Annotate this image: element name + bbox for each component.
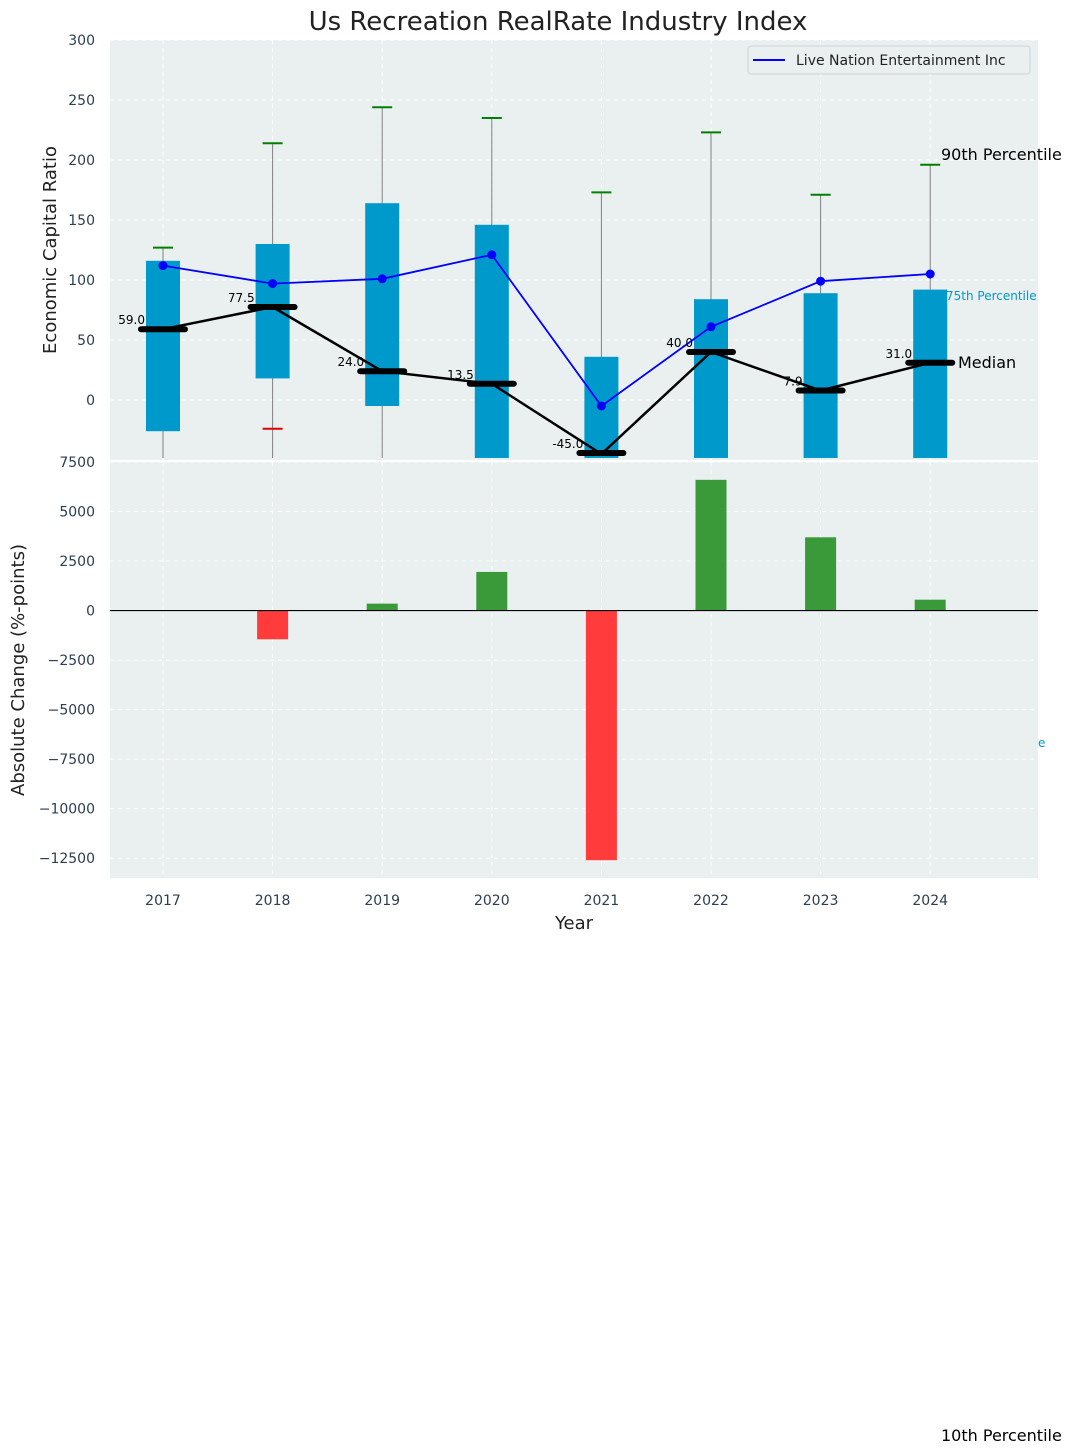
iqr-box (803, 293, 838, 458)
top-plot-area (110, 40, 1038, 460)
change-bar (805, 537, 837, 611)
series-point (268, 279, 278, 289)
bottom-bars (257, 479, 946, 861)
series-point (596, 401, 606, 411)
median-value-label: 40.0 (666, 336, 693, 350)
change-bar (476, 571, 508, 611)
bottom-y-tick: −5000 (48, 703, 95, 719)
change-bar (257, 610, 289, 640)
iqr-box (365, 203, 400, 406)
x-tick-label: 2020 (474, 893, 510, 909)
annotation-median: Median (958, 353, 1016, 372)
overflow-label: e (1038, 736, 1045, 750)
x-tick-label: 2022 (693, 893, 729, 909)
x-axis-label: Year (554, 913, 594, 934)
iqr-box (146, 260, 180, 432)
legend: Live Nation Entertainment Inc (747, 45, 1031, 75)
median-value-label: 77.5 (228, 291, 255, 305)
series-point (706, 322, 716, 332)
x-tick-label: 2021 (584, 893, 620, 909)
legend-box (747, 45, 1031, 75)
bottom-y-axis-label: Absolute Change (%-points) (8, 544, 29, 796)
top-y-tick: 200 (68, 153, 95, 169)
median-line (162, 305, 931, 456)
change-bar (585, 610, 617, 861)
median-value-label: 7.9 (784, 375, 803, 389)
annotation-75th-percentile: 75th Percentile (946, 289, 1037, 303)
x-axis-ticks: 2017 2018 2019 2020 2021 2022 2023 2024 (145, 893, 948, 909)
series-point (816, 276, 826, 286)
x-tick-label: 2023 (803, 893, 839, 909)
top-median-labels: 59.0 77.5 24.0 13.5 -45.0 40.0 7.9 31.0 (118, 291, 912, 451)
x-tick-label: 2024 (912, 893, 948, 909)
median-value-label: -45.0 (552, 437, 583, 451)
top-y-axis-label: Economic Capital Ratio (40, 146, 61, 354)
iqr-box (255, 244, 290, 379)
series-point (158, 261, 168, 271)
bottom-y-tick: −10000 (39, 802, 95, 818)
annotation-10th-percentile: 10th Percentile (941, 1426, 1062, 1445)
top-y-tick: 150 (68, 213, 95, 229)
top-y-tick: 300 (68, 33, 95, 49)
median-value-label: 24.0 (337, 355, 364, 369)
iqr-box (474, 224, 509, 458)
change-bar (695, 479, 727, 611)
median-value-label: 13.5 (447, 368, 474, 382)
top-y-tick: 50 (77, 333, 95, 349)
top-y-axis-ticks: 0 50 100 150 200 250 300 (68, 33, 95, 409)
bottom-y-tick: −2500 (48, 653, 95, 669)
bottom-y-axis-ticks: −12500 −10000 −7500 −5000 −2500 0 2500 5000 7500 (39, 455, 95, 867)
bottom-y-tick: −12500 (39, 851, 95, 867)
chart-title: Us Recreation RealRate Industry Index (309, 7, 808, 37)
bottom-y-tick: 2500 (59, 554, 95, 570)
top-series (158, 250, 935, 411)
top-y-tick: 100 (68, 273, 95, 289)
legend-label: Live Nation Entertainment Inc (796, 53, 1006, 69)
top-y-tick: 0 (86, 393, 95, 409)
series-line (162, 253, 931, 408)
bottom-y-tick: 5000 (59, 505, 95, 521)
bottom-y-tick: −7500 (48, 752, 95, 768)
median-value-label: 31.0 (885, 347, 912, 361)
bottom-plot-area (110, 462, 1038, 878)
change-bar (366, 603, 398, 611)
top-medians (138, 304, 956, 456)
x-tick-label: 2018 (255, 893, 291, 909)
bottom-y-tick: 0 (86, 604, 95, 620)
series-point (925, 269, 935, 279)
change-bar (914, 599, 946, 611)
iqr-box (913, 289, 948, 458)
series-point (487, 250, 497, 260)
series-point (377, 274, 387, 284)
x-tick-label: 2017 (145, 893, 181, 909)
top-y-tick: 250 (68, 93, 95, 109)
bottom-y-tick: 7500 (59, 455, 95, 471)
annotation-90th-percentile: 90th Percentile (941, 145, 1062, 164)
x-tick-label: 2019 (364, 893, 400, 909)
median-value-label: 59.0 (118, 313, 145, 327)
